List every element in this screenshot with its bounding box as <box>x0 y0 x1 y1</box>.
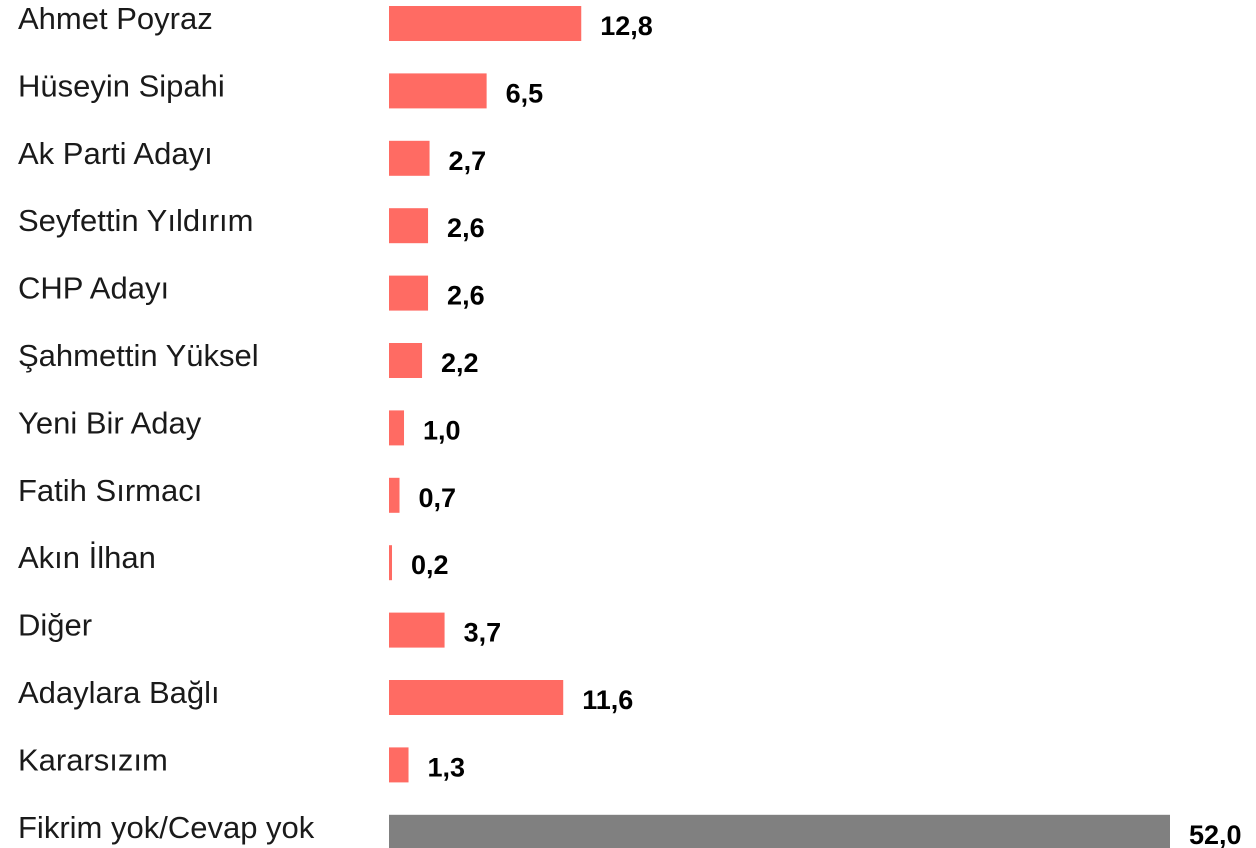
category-label: Adaylara Bağlı <box>18 675 220 710</box>
chart-rows: Ahmet Poyraz 12,8 Hüseyin Sipahi 6,5 Ak Part… <box>18 1 1242 848</box>
value-label: 2,7 <box>449 146 487 176</box>
value-label: 11,6 <box>582 685 633 715</box>
value-label: 1,0 <box>423 415 461 445</box>
value-label: 2,2 <box>441 348 479 378</box>
category-label: Yeni Bir Aday <box>18 405 202 440</box>
category-label: Seyfettin Yıldırım <box>18 203 253 238</box>
bar <box>389 6 582 41</box>
bar <box>389 814 1170 848</box>
category-label: Ak Parti Adayı <box>18 136 213 171</box>
value-label: 52,0 <box>1189 820 1242 848</box>
value-label: 12,8 <box>600 11 653 41</box>
bar <box>389 680 564 715</box>
value-label: 2,6 <box>447 213 485 243</box>
category-label: Fatih Sırmacı <box>18 473 202 508</box>
value-label: 6,5 <box>506 78 544 108</box>
bar <box>389 747 409 783</box>
value-label: 0,2 <box>411 550 449 580</box>
category-label: Diğer <box>18 608 92 643</box>
value-label: 1,3 <box>428 752 466 782</box>
bar <box>389 612 445 648</box>
bar <box>389 545 393 581</box>
category-label: Ahmet Poyraz <box>18 1 213 36</box>
category-label: Fikrim yok/Cevap yok <box>18 810 315 845</box>
category-label: Akın İlhan <box>18 540 156 575</box>
category-label: Hüseyin Sipahi <box>18 68 225 103</box>
category-label: Kararsızım <box>18 742 168 777</box>
bar <box>389 477 400 513</box>
category-label: Şahmettin Yüksel <box>18 338 259 373</box>
bar <box>389 140 430 176</box>
value-label: 3,7 <box>464 618 502 648</box>
bar <box>389 208 429 244</box>
bar <box>389 410 405 446</box>
value-label: 0,7 <box>419 483 457 513</box>
category-label: CHP Adayı <box>18 271 169 306</box>
bar <box>389 275 429 311</box>
bar <box>389 73 487 109</box>
value-label: 2,6 <box>447 281 485 311</box>
bar <box>389 343 423 378</box>
